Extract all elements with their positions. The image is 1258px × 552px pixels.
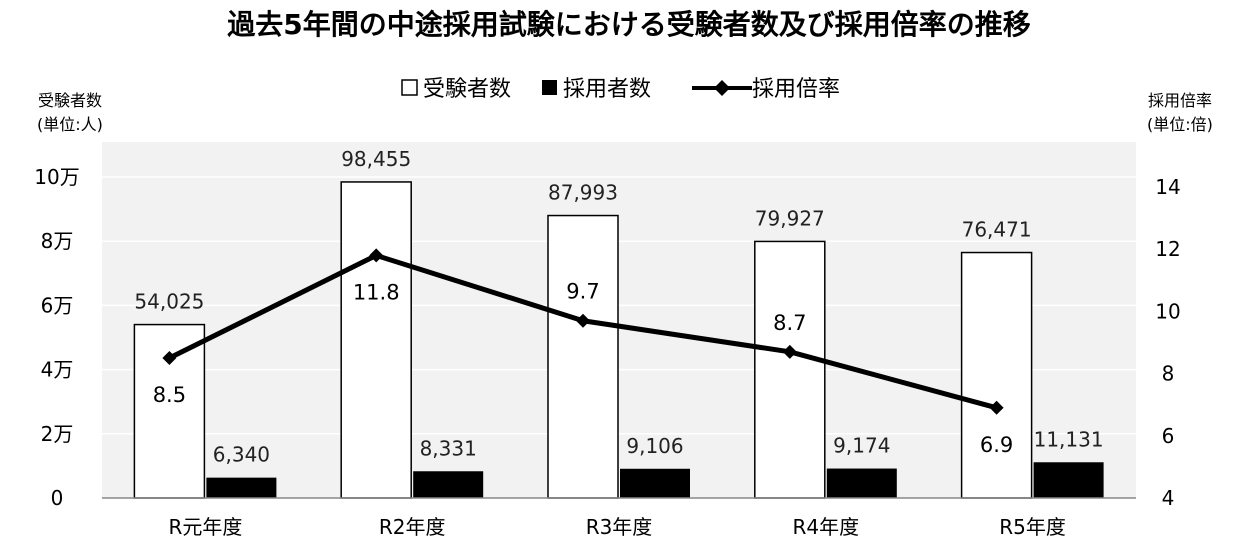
rate-point	[782, 344, 797, 359]
bar-hires	[413, 471, 484, 498]
label-hires: 11,131	[1034, 427, 1104, 451]
bar-hires	[206, 477, 277, 498]
right-tick-label: 6	[1162, 424, 1175, 448]
left-axis-title: 受験者数	[38, 91, 102, 110]
left-tick-label: 10万	[34, 165, 79, 189]
label-hires: 8,331	[420, 436, 477, 460]
label-hires: 6,340	[213, 443, 270, 467]
label-applicants: 87,993	[548, 181, 618, 205]
bar-hires	[620, 468, 690, 498]
chart-title: 過去5年間の中途採用試験における受験者数及び採用倍率の推移	[227, 8, 1031, 41]
right-tick-label: 14	[1155, 175, 1180, 199]
rate-label: 8.7	[773, 311, 806, 335]
left-tick-label: 6万	[41, 293, 74, 317]
label-hires: 9,174	[833, 434, 890, 458]
bar-applicants	[340, 181, 412, 499]
legend-marker-rate	[714, 80, 730, 96]
rate-point	[576, 313, 590, 328]
left-tick-label: 8万	[41, 229, 74, 253]
rate-label-bg	[765, 307, 814, 338]
rate-point	[162, 351, 177, 366]
left-tick-label: 0	[51, 486, 64, 510]
axes: 0 2万 4万 6万 8万 10万 4 6 8 10 12 14 R元年度 R2年度 R3年度 R4年度 R5年…	[34, 165, 1180, 539]
legend-swatch-applicants	[401, 79, 418, 96]
rate-label: 9.7	[566, 280, 599, 304]
bar-applicants	[133, 323, 206, 499]
label-hires: 9,106	[626, 434, 683, 458]
label-applicants: 79,927	[755, 206, 825, 230]
rate-label-bg	[972, 429, 1021, 460]
label-applicants: 98,455	[341, 147, 411, 171]
rate-label: 8.5	[153, 383, 186, 407]
left-tick-label: 4万	[41, 358, 74, 382]
legend-label-rate: 採用倍率	[752, 77, 840, 102]
legend-label-hires: 採用者数	[563, 77, 651, 102]
right-axis-unit: (単位:倍)	[1147, 115, 1213, 134]
bar-hires	[826, 468, 897, 498]
right-axis-title: 採用倍率	[1148, 91, 1212, 110]
rate-label: 6.9	[980, 433, 1013, 457]
category-label: R5年度	[999, 515, 1066, 539]
legend: 受験者数 採用者数 採用倍率	[401, 77, 840, 102]
rate-label-bg	[145, 380, 194, 411]
right-tick-label: 10	[1155, 299, 1180, 323]
bar-applicants	[547, 214, 619, 499]
category-label: R4年度	[792, 515, 859, 539]
right-tick-label: 4	[1162, 486, 1175, 510]
legend-label-applicants: 受験者数	[423, 77, 511, 102]
category-label: R3年度	[586, 515, 653, 539]
rate-label-bg	[352, 277, 401, 308]
left-tick-label: 2万	[41, 422, 74, 446]
right-tick-label: 12	[1155, 237, 1180, 261]
left-axis-unit: (単位:人)	[37, 115, 103, 134]
rate-label: 11.8	[353, 280, 400, 304]
bar-hires	[1033, 462, 1104, 498]
label-applicants: 54,025	[134, 290, 204, 314]
label-applicants: 76,471	[962, 218, 1032, 242]
rate-point	[369, 248, 384, 263]
right-tick-label: 8	[1162, 362, 1175, 386]
bar-applicants	[754, 240, 826, 499]
category-label: R2年度	[379, 515, 446, 539]
category-label: R元年度	[168, 515, 242, 539]
rate-point	[989, 400, 1004, 415]
rate-line	[162, 248, 1004, 415]
rate-label-bg	[559, 276, 607, 307]
data-labels: 54,025 6,340 98,455 8,331 87,993 9,106 79,927 9…	[134, 147, 1103, 467]
bar-applicants	[960, 251, 1033, 499]
legend-swatch-hires	[542, 80, 557, 95]
